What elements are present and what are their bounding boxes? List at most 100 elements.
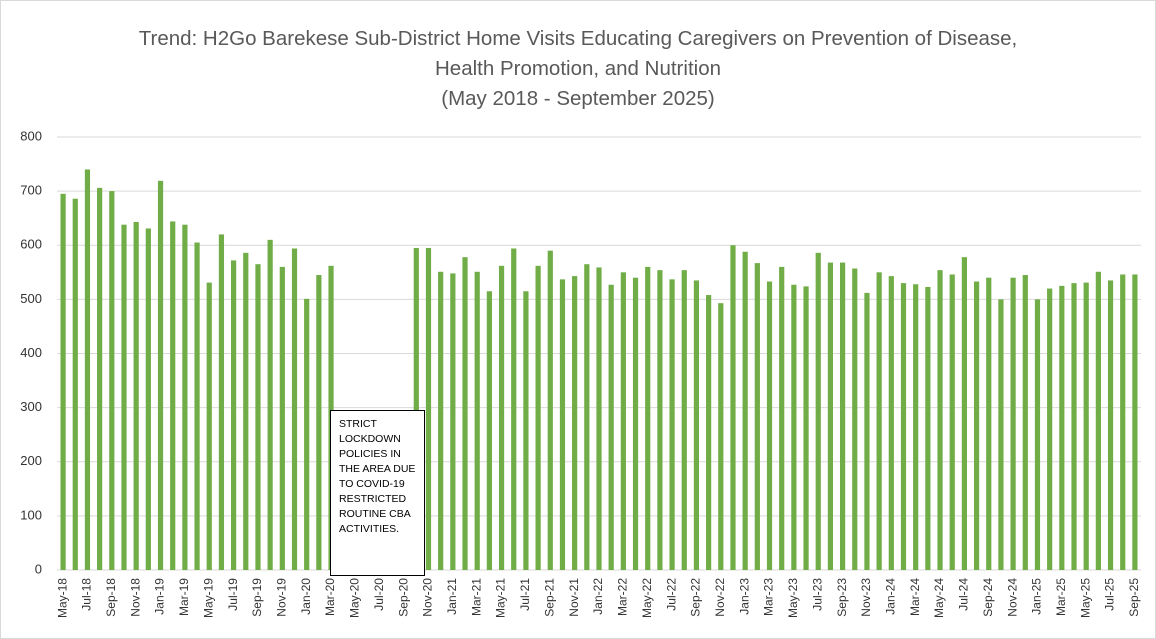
- bar: [450, 273, 456, 570]
- x-tick-label: Jul-24: [957, 578, 971, 611]
- chart-title: Trend: H2Go Barekese Sub-District Home V…: [138, 27, 1018, 80]
- bar: [766, 281, 773, 570]
- bar: [925, 286, 931, 570]
- bar: [730, 245, 736, 570]
- bar: [1071, 283, 1077, 570]
- bar: [900, 283, 907, 570]
- bar: [291, 248, 298, 570]
- bar: [157, 180, 164, 570]
- bar: [267, 239, 273, 570]
- x-tick-label: Nov-21: [567, 578, 581, 617]
- bar: [535, 265, 541, 570]
- y-tick-label: 400: [20, 345, 42, 360]
- bar: [1047, 288, 1053, 570]
- bar: [1120, 274, 1126, 570]
- x-tick-label: Nov-19: [274, 578, 288, 617]
- x-tick-label: Nov-18: [128, 578, 142, 617]
- bar: [170, 221, 176, 570]
- bar: [523, 291, 529, 570]
- x-tick-label: Jan-21: [445, 578, 459, 615]
- bar: [754, 263, 760, 570]
- x-tick-label: Jul-21: [518, 578, 532, 611]
- chart-subtitle: (May 2018 - September 2025): [441, 87, 715, 110]
- x-tick-label: Jul-20: [372, 578, 386, 611]
- bar: [657, 270, 663, 570]
- bar: [413, 247, 419, 571]
- x-tick-label: May-25: [1078, 578, 1092, 618]
- bar: [133, 221, 139, 570]
- y-tick-label: 700: [20, 183, 42, 198]
- bar: [1095, 271, 1101, 570]
- x-tick-label: Sep-24: [981, 578, 995, 617]
- x-tick-label: Sep-18: [104, 578, 118, 617]
- x-tick-label: May-20: [348, 578, 362, 618]
- bar: [425, 247, 432, 571]
- bar: [718, 303, 724, 570]
- x-tick-label: May-23: [786, 578, 800, 618]
- bar: [1034, 299, 1041, 570]
- bar: [316, 275, 322, 570]
- bar: [1083, 282, 1089, 570]
- bar: [876, 272, 882, 570]
- bar: [1059, 285, 1065, 570]
- bar: [438, 271, 444, 570]
- bar: [681, 270, 687, 570]
- x-tick-label: Sep-21: [542, 578, 556, 617]
- bar: [986, 277, 992, 570]
- x-tick-label: Jul-23: [810, 578, 824, 611]
- bar: [839, 262, 846, 570]
- y-tick-label: 500: [20, 291, 42, 306]
- bar: [243, 252, 249, 570]
- bar: [145, 228, 151, 570]
- y-tick-label: 300: [20, 399, 42, 414]
- x-tick-label: Mar-22: [616, 578, 630, 616]
- chart-title-block: Trend: H2Go Barekese Sub-District Home V…: [130, 24, 1026, 114]
- bar: [632, 277, 639, 570]
- bar: [474, 271, 480, 570]
- x-tick-label: Sep-22: [689, 578, 703, 617]
- y-tick-label: 0: [35, 561, 42, 576]
- bar: [194, 242, 200, 570]
- bar: [620, 272, 626, 570]
- bar: [84, 169, 91, 570]
- x-tick-label: Mar-23: [762, 578, 776, 616]
- bar: [949, 274, 955, 570]
- bar: [852, 268, 858, 570]
- annotation: STRICT LOCKDOWN POLICIES IN THE AREA DUE…: [330, 410, 425, 576]
- bar: [255, 264, 261, 570]
- bar: [1010, 277, 1016, 570]
- x-tick-label: May-24: [932, 578, 946, 618]
- x-tick-label: Jul-19: [226, 578, 240, 611]
- bar: [1022, 275, 1028, 570]
- x-tick-label: Jan-23: [737, 578, 751, 615]
- bar: [779, 266, 785, 570]
- x-tick-label: Sep-19: [250, 578, 264, 617]
- x-tick-label: Mar-24: [908, 578, 922, 616]
- bar: [913, 284, 919, 570]
- bar: [60, 193, 66, 571]
- bar: [742, 251, 748, 570]
- x-tick-label: Jan-22: [591, 578, 605, 615]
- bar: [498, 265, 505, 570]
- x-tick-label: Mar-20: [323, 578, 337, 616]
- bar: [864, 292, 870, 570]
- bar: [559, 279, 566, 570]
- bar: [645, 266, 651, 570]
- x-tick-label: Jul-22: [664, 578, 678, 611]
- bar: [693, 280, 700, 570]
- x-tick-label: May-18: [55, 578, 69, 618]
- bar: [706, 295, 712, 570]
- bar: [511, 248, 517, 570]
- x-tick-label: Sep-20: [396, 578, 410, 617]
- bar: [608, 284, 614, 570]
- y-tick-label: 800: [20, 128, 42, 143]
- bar: [231, 260, 237, 570]
- x-tick-label: Nov-20: [421, 578, 435, 617]
- bar: [547, 250, 553, 570]
- y-tick-label: 200: [20, 453, 42, 468]
- y-tick-label: 100: [20, 507, 42, 522]
- bar: [1107, 280, 1114, 570]
- bar: [937, 270, 943, 570]
- bar: [109, 191, 115, 570]
- x-tick-label: Sep-25: [1127, 578, 1141, 617]
